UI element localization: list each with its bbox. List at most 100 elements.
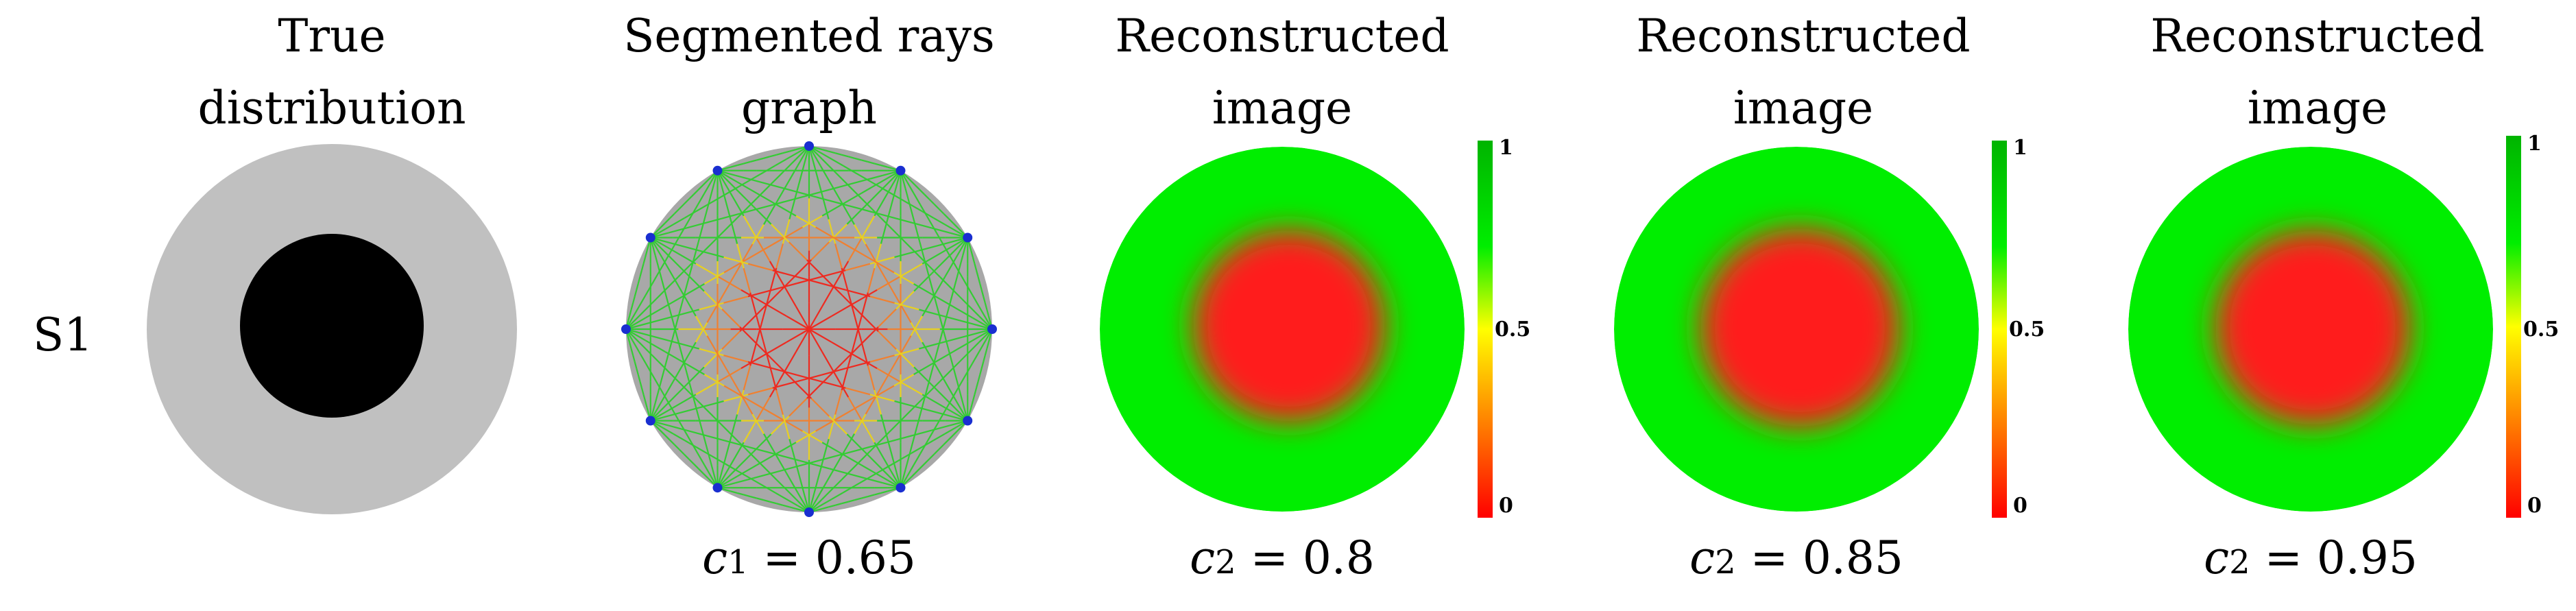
ray-segment: [629, 309, 632, 317]
ray-segment: [639, 269, 643, 277]
ray-segment: [721, 331, 741, 350]
ray-segment: [664, 349, 671, 368]
ray-segment: [723, 256, 749, 265]
ray-segment: [678, 203, 685, 210]
ray-segment: [743, 446, 758, 461]
ray-segment: [815, 170, 823, 195]
ray-segment: [874, 163, 882, 167]
ray-segment: [919, 241, 926, 261]
ray-segment: [867, 267, 876, 293]
ray-segment: [683, 453, 690, 460]
ray-segment: [861, 159, 869, 163]
ray-segment: [975, 381, 979, 389]
ray-segment: [806, 380, 826, 399]
ray-segment: [928, 277, 935, 296]
ray-segment: [860, 313, 879, 333]
ray-segment: [736, 163, 744, 167]
ray-segment: [895, 434, 915, 441]
ray-segment: [984, 302, 988, 310]
ray-segment: [703, 272, 725, 285]
title-line-1: Reconstructed: [1636, 10, 1971, 62]
ray-segment: [640, 387, 645, 395]
ray-segment: [770, 416, 790, 435]
ray-segment: [815, 226, 836, 239]
ray-segment: [650, 335, 675, 344]
ray-segment: [697, 184, 704, 191]
ray-segment: [932, 276, 946, 297]
ray-segment: [978, 339, 987, 352]
ray-segment: [630, 348, 634, 356]
ray-segment: [757, 203, 776, 210]
ray-segment: [821, 204, 843, 217]
ray-segment: [878, 308, 897, 328]
ray-segment: [831, 158, 844, 167]
ray-segment: [683, 277, 690, 296]
ray-segment: [948, 349, 954, 368]
ray-segment: [661, 427, 674, 435]
ray-segment: [869, 296, 895, 304]
caption-symbol: c: [702, 531, 728, 584]
ray-segment: [668, 254, 687, 274]
ray-segment: [865, 477, 883, 484]
ray-segment: [736, 464, 758, 477]
ray-segment: [913, 283, 934, 296]
ray-segment: [975, 269, 979, 277]
ray-segment: [723, 438, 732, 464]
ray-segment: [793, 458, 812, 465]
ray-segment: [914, 224, 921, 243]
ray-segment: [878, 213, 897, 219]
ray-segment: [637, 276, 641, 284]
ray-segment: [887, 355, 901, 376]
ray-segment: [802, 215, 823, 228]
ray-segment: [802, 430, 823, 444]
ray-segment: [828, 224, 848, 243]
ray-segment: [769, 374, 784, 398]
ray-segment: [751, 171, 765, 180]
ray-segment: [970, 250, 974, 258]
ray-segment: [717, 283, 731, 304]
ray-segment: [874, 243, 882, 269]
ray-segment: [854, 249, 875, 262]
ray-segment: [808, 315, 832, 330]
ray-segment: [786, 315, 810, 330]
ray-segment: [697, 468, 704, 475]
ray-segment: [943, 213, 950, 219]
colorbar-1-tick-0: 0: [1499, 494, 1513, 518]
ray-segment: [986, 309, 989, 317]
ray-segment: [730, 165, 738, 168]
ray-segment: [749, 292, 758, 318]
ray-segment: [795, 328, 810, 352]
ray-segment: [894, 302, 919, 311]
ray-segment: [743, 160, 751, 165]
ray-segment: [829, 468, 847, 475]
ray-segment: [847, 499, 856, 503]
sensor-dot: [645, 416, 655, 426]
ray-segment: [659, 367, 666, 385]
ray-segment: [739, 326, 758, 346]
colorbar-2-tick-1: 1: [2013, 136, 2027, 160]
ray-segment: [878, 331, 897, 350]
ray-segment: [931, 254, 950, 274]
ray-segment: [769, 472, 784, 487]
ray-segment: [815, 463, 823, 488]
ray-segment: [743, 494, 751, 498]
ray-segment: [854, 289, 878, 304]
ray-segment: [834, 152, 842, 156]
ray-segment: [952, 289, 967, 304]
ray-segment: [924, 259, 930, 278]
ray-segment: [910, 322, 924, 343]
ray-segment: [834, 243, 843, 269]
ray-segment: [931, 384, 950, 404]
ray-segment: [957, 227, 964, 234]
ray-segment: [845, 361, 871, 370]
ray-segment: [924, 458, 930, 465]
ray-segment: [887, 166, 895, 170]
ray-segment: [828, 416, 848, 435]
ray-segment: [651, 289, 666, 304]
ray-segment: [987, 315, 991, 323]
caption-value: 0.95: [2316, 531, 2418, 584]
ray-segment: [789, 149, 797, 152]
ray-segment: [933, 203, 940, 210]
ray-segment: [841, 154, 849, 158]
ray-segment: [659, 429, 666, 436]
